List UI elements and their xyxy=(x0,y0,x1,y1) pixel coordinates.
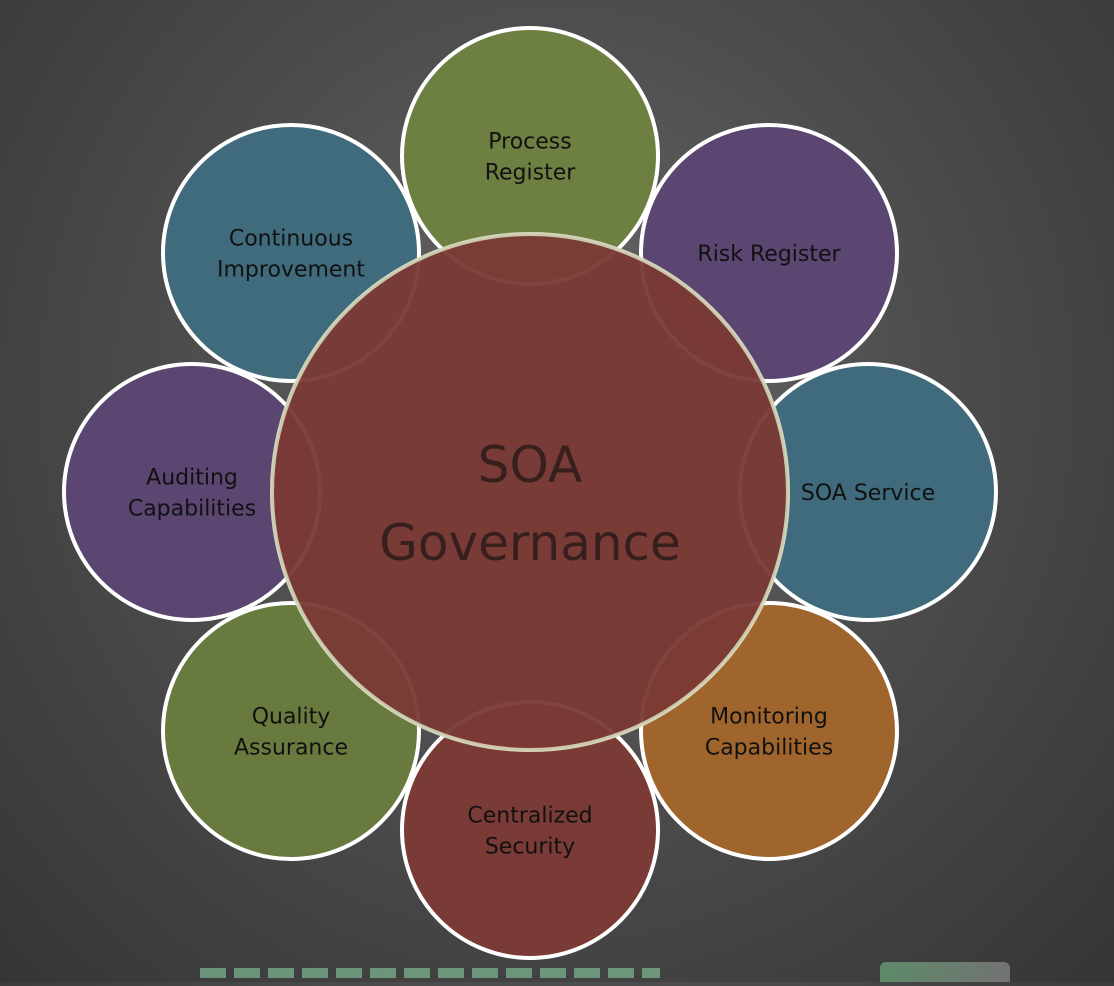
center-circle-overlay xyxy=(270,232,790,752)
satellite-label-quality-assurance: Quality xyxy=(252,705,331,730)
footer-decoration xyxy=(200,968,660,978)
satellite-label-auditing-capabilities: Capabilities xyxy=(128,497,256,522)
satellite-label-soa-service: SOA Service xyxy=(801,481,935,506)
satellite-circles xyxy=(62,26,998,960)
satellite-label-monitoring-capabilities: Monitoring xyxy=(710,705,828,730)
satellite-label-auditing-capabilities: Auditing xyxy=(146,466,238,491)
satellite-label-risk-register: Risk Register xyxy=(697,242,841,267)
satellite-label-continuous-improvement: Improvement xyxy=(217,258,365,283)
watermark-logo xyxy=(880,962,1010,982)
center-title-line2: Governance xyxy=(379,514,681,572)
satellite-labels: Process Register Risk Register SOA Service M… xyxy=(128,130,935,860)
satellite-label-process-register: Process xyxy=(488,130,571,155)
center-title-line1: SOA xyxy=(478,436,582,494)
satellite-label-quality-assurance: Assurance xyxy=(234,736,348,761)
satellite-label-centralized-security: Centralized xyxy=(467,804,592,829)
satellite-label-process-register: Register xyxy=(485,161,577,186)
satellite-label-centralized-security: Security xyxy=(485,835,575,860)
satellite-label-monitoring-capabilities: Capabilities xyxy=(705,736,833,761)
satellite-label-continuous-improvement: Continuous xyxy=(229,227,353,252)
